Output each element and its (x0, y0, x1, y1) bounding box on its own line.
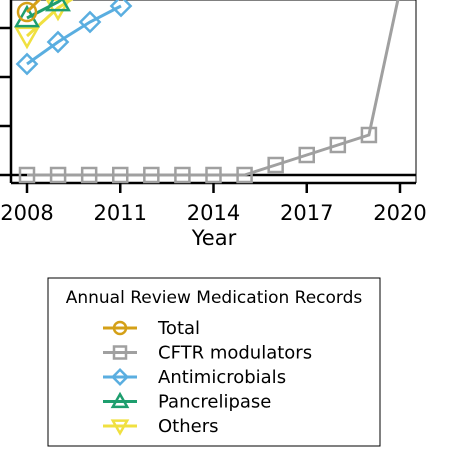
legend-entry-pancrelipase: Pancrelipase (103, 392, 271, 413)
data-point-cftr-modulators (143, 166, 160, 184)
legend-title: Annual Review Medication Records (66, 288, 363, 308)
series-antimicrobials (15, 0, 133, 76)
legend-box (47, 277, 381, 447)
legend-entry-others: Others (103, 416, 219, 437)
legend-label-cftr-modulators: CFTR modulators (158, 343, 312, 364)
data-point-antimicrobials (109, 0, 133, 18)
series-total (16, 0, 42, 23)
data-point-cftr-modulators (360, 126, 378, 144)
data-point-total (16, 1, 38, 23)
data-point-cftr-modulators (112, 166, 129, 184)
legend-marker-total (112, 320, 128, 336)
legend-label-pancrelipase: Pancrelipase (158, 392, 271, 413)
x-tick-label: 2008 (0, 201, 53, 225)
x-axis-title: Year (191, 226, 237, 250)
series-line-pancrelipase (26, 0, 64, 20)
legend-entry-cftr-modulators: CFTR modulators (103, 343, 312, 364)
x-tick-label: 2020 (373, 201, 426, 225)
series-cftr-modulators (18, 0, 400, 184)
data-point-cftr-modulators (174, 166, 191, 184)
data-point-cftr-modulators (49, 166, 67, 184)
legend-entries: Total CFTR modulators Antimicrobials Pancre… (103, 318, 312, 437)
data-point-cftr-modulators (18, 166, 36, 184)
legend-marker-others (110, 419, 130, 436)
x-tick-label: 2014 (187, 201, 240, 225)
plot-area (0, 0, 417, 185)
series-line-antimicrobials (26, 4, 122, 66)
legend-entry-total: Total (103, 318, 200, 339)
data-point-cftr-modulators (267, 156, 284, 174)
series-pancrelipase (14, 0, 71, 28)
data-point-antimicrobials (15, 52, 39, 76)
data-point-cftr-modulators (329, 136, 347, 154)
data-point-cftr-modulators (236, 166, 253, 184)
data-point-pancrelipase (14, 4, 40, 28)
series-line-total (25, 0, 42, 14)
legend-entry-antimicrobials: Antimicrobials (103, 367, 286, 388)
data-point-cftr-modulators (205, 166, 222, 184)
data-point-antimicrobials (78, 10, 102, 34)
legend-marker-cftr-modulators (112, 345, 128, 360)
x-tick-label: 2011 (94, 201, 147, 225)
x-axis-ticks: 2008 2011 2014 2017 2020 (0, 183, 427, 225)
series-line-cftr-modulators (27, 0, 400, 177)
x-tick-label: 2017 (280, 201, 333, 225)
legend-label-antimicrobials: Antimicrobials (158, 367, 286, 388)
legend-label-total: Total (157, 318, 200, 339)
legend-marker-pancrelipase (110, 391, 130, 409)
data-point-cftr-modulators (298, 146, 315, 164)
data-point-pancrelipase (45, 0, 71, 12)
data-point-others (14, 26, 40, 50)
legend: Annual Review Medication Records Total CF… (47, 277, 381, 447)
series-layer (14, 0, 400, 184)
legend-marker-antimicrobials (111, 368, 129, 386)
legend-label-others: Others (158, 416, 219, 437)
data-point-antimicrobials (46, 30, 70, 54)
data-point-cftr-modulators (80, 166, 98, 184)
